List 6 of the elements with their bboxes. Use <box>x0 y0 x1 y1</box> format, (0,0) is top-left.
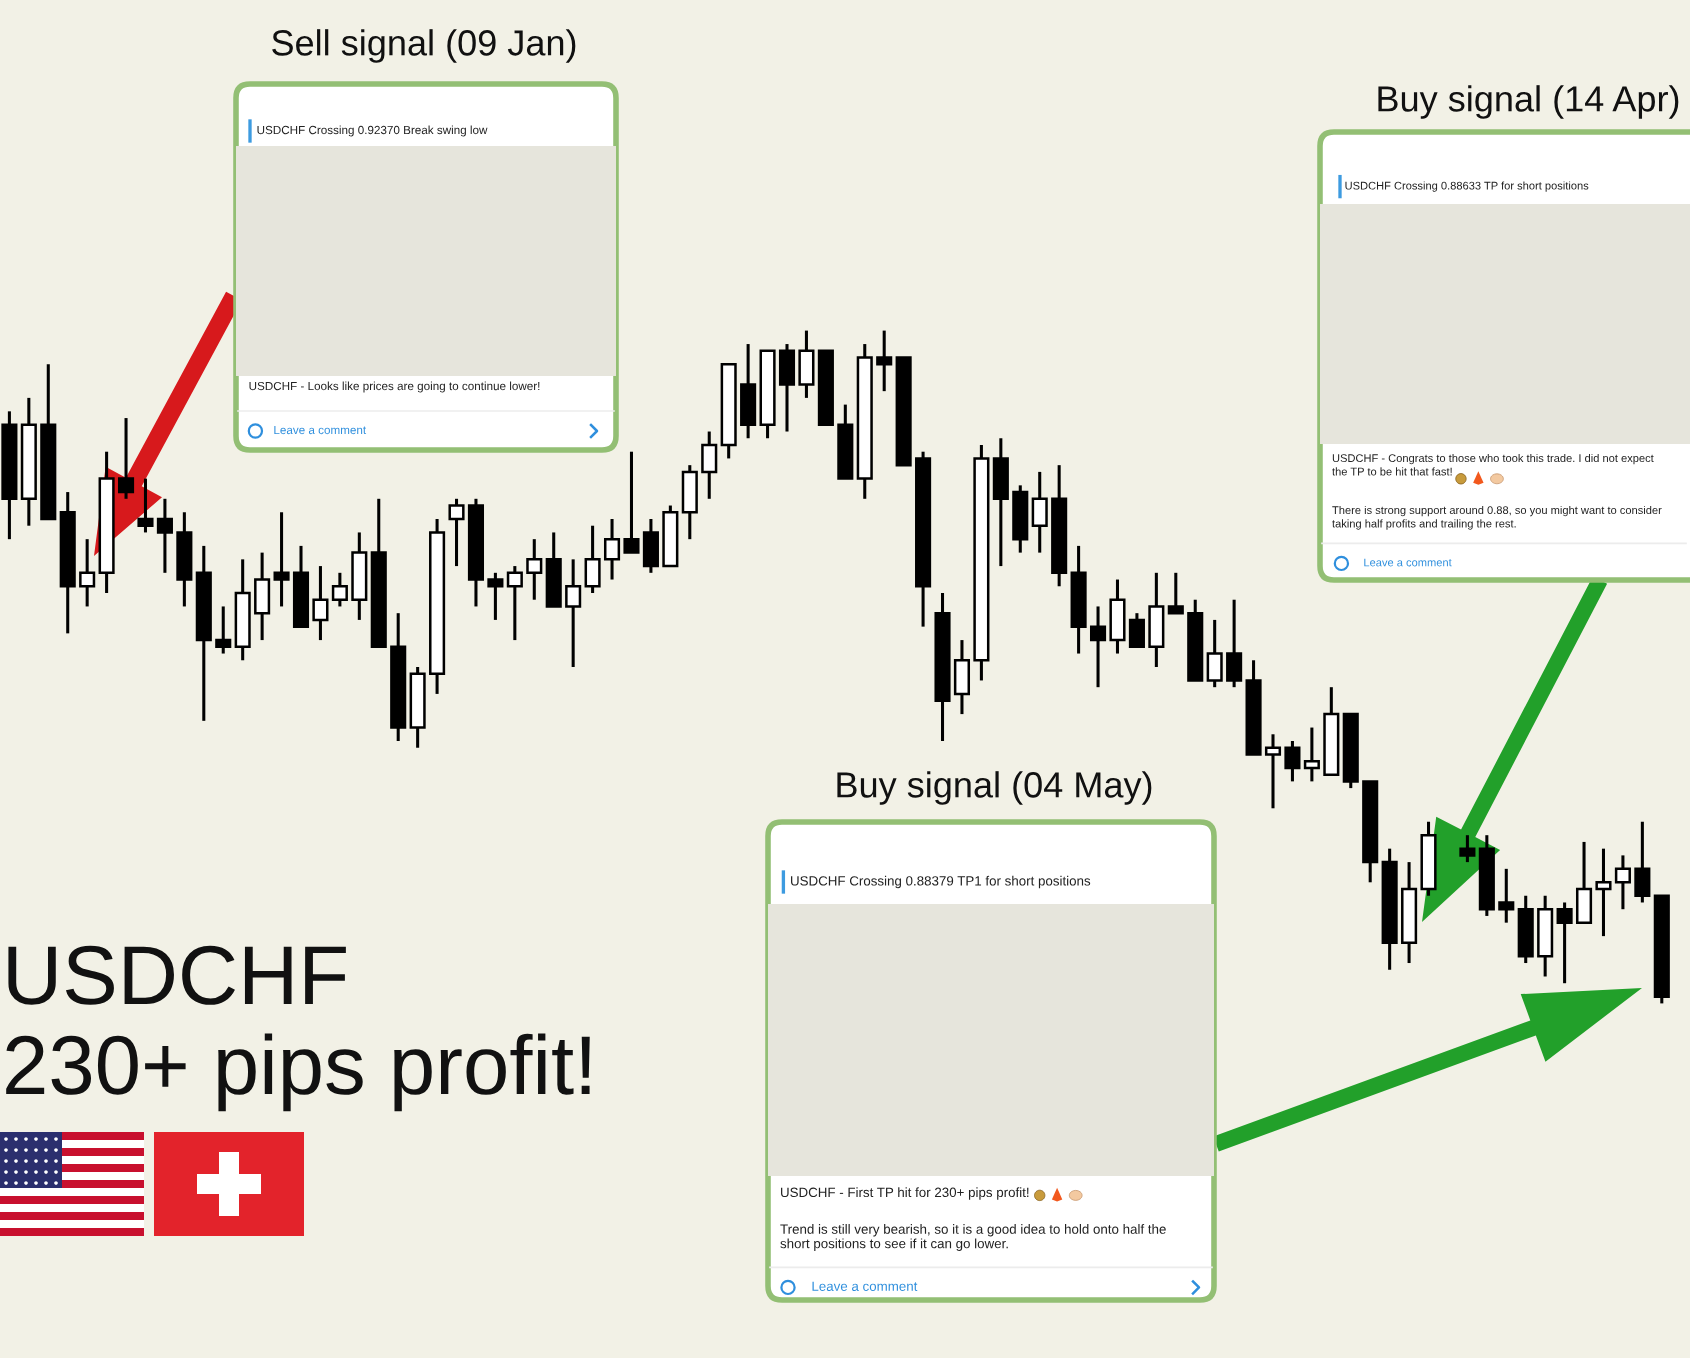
text: Sell signal (09 Jan) <box>272 29 576 63</box>
text: Buy signal (04 May) <box>837 771 1152 805</box>
candlestick <box>1459 833 1476 864</box>
text: USDCHF <box>8 945 346 1005</box>
text: Buy signal (14 Apr) <box>1378 85 1679 119</box>
text: 230+ pips profit! <box>6 1033 590 1112</box>
